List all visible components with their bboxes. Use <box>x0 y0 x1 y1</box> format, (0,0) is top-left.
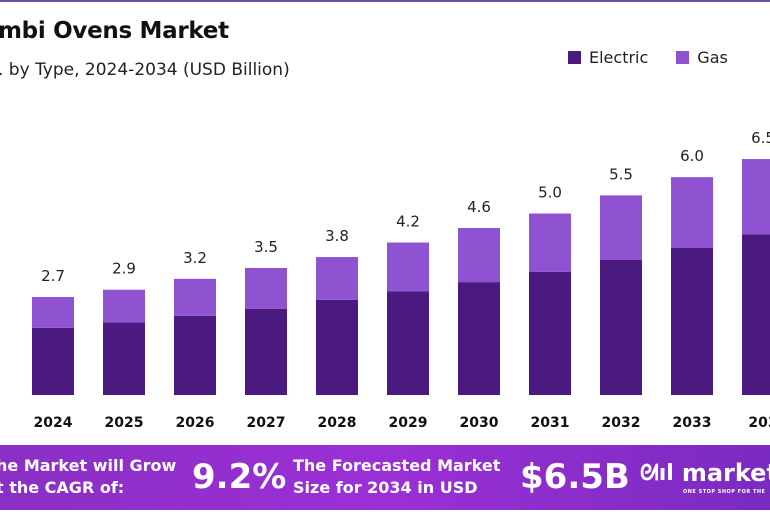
x-tick-label: 203 <box>748 415 770 431</box>
total-label: 3.5 <box>254 238 278 256</box>
legend-label: Electric <box>589 48 649 67</box>
bar-electric <box>32 327 74 395</box>
bar-gas <box>671 177 713 248</box>
legend-item-electric: Electric <box>568 48 648 67</box>
bar-gas <box>316 257 358 300</box>
cagr-value: 9.2% <box>192 457 287 497</box>
x-tick-label: 2027 <box>247 415 286 431</box>
total-label: 4.6 <box>467 198 491 216</box>
bar-chart: 2.7 2024 2.9 2025 3.2 2026 3.5 2027 3.8 2028 4.2 20… <box>32 129 770 431</box>
brand-logo: ᘛılmarket. <box>640 459 770 487</box>
bar-electric <box>316 299 358 395</box>
bar-electric <box>742 234 770 395</box>
bar-electric <box>245 308 287 395</box>
total-label: 6.0 <box>680 147 704 165</box>
total-label: 6.5 <box>751 129 770 147</box>
bar-gas <box>742 159 770 235</box>
x-tick-label: 2029 <box>389 415 428 431</box>
total-label: 4.2 <box>396 213 420 231</box>
bar-gas <box>387 242 429 292</box>
bar-gas <box>458 228 500 283</box>
total-label: 2.9 <box>112 260 136 278</box>
total-label: 3.8 <box>325 227 349 245</box>
bar-gas <box>245 267 287 309</box>
total-label: 5.5 <box>609 165 633 183</box>
x-tick-label: 2032 <box>602 415 641 431</box>
legend-item-gas: Gas <box>676 48 728 67</box>
bar-electric <box>103 322 145 395</box>
total-label: 3.2 <box>183 249 207 267</box>
logo-icon: ᘛıl <box>640 460 674 486</box>
bar-electric <box>174 315 216 395</box>
bar-electric <box>600 259 642 395</box>
bar-gas <box>529 213 571 272</box>
x-tick-label: 2026 <box>176 415 215 431</box>
x-tick-label: 2028 <box>318 415 357 431</box>
logo-tagline: ONE STOP SHOP FOR THE <box>683 489 766 495</box>
legend-label: Gas <box>697 48 728 67</box>
cagr-label: he Market will Grow t the CAGR of: <box>0 456 177 497</box>
x-tick-label: 2025 <box>105 415 144 431</box>
legend: Electric Gas <box>568 48 728 67</box>
chart-subtitle: . by Type, 2024-2034 (USD Billion) <box>0 60 290 80</box>
x-tick-label: 2033 <box>673 415 712 431</box>
top-border <box>0 0 770 2</box>
x-tick-label: 2024 <box>34 415 73 431</box>
bar-gas <box>103 289 145 323</box>
legend-swatch-electric <box>568 51 581 64</box>
x-tick-label: 2031 <box>531 415 570 431</box>
legend-swatch-gas <box>676 51 690 64</box>
summary-banner: he Market will Grow t the CAGR of: 9.2% T… <box>0 445 770 510</box>
bar-electric <box>671 247 713 395</box>
bar-electric <box>458 282 500 395</box>
total-label: 5.0 <box>538 184 562 202</box>
chart-title: mbi Ovens Market <box>0 18 229 44</box>
bar-gas <box>174 278 216 316</box>
bar-gas <box>600 195 642 260</box>
forecast-value: $6.5B <box>520 457 630 497</box>
forecast-label: The Forecasted Market Size for 2034 in US… <box>293 456 501 497</box>
bar-gas <box>32 296 74 328</box>
x-tick-label: 2030 <box>460 415 499 431</box>
total-label: 2.7 <box>41 267 65 285</box>
bar-electric <box>529 271 571 395</box>
bar-electric <box>387 291 429 395</box>
